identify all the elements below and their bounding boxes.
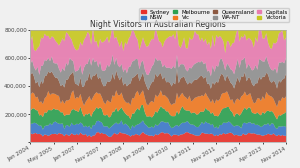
Legend: Sydney, NSW, Melbourne, Vic, Queensland, WA-NT, Capitals, Victoria: Sydney, NSW, Melbourne, Vic, Queensland,…: [140, 8, 290, 22]
Title: Night Visitors in Australian Regions: Night Visitors in Australian Regions: [90, 20, 226, 29]
